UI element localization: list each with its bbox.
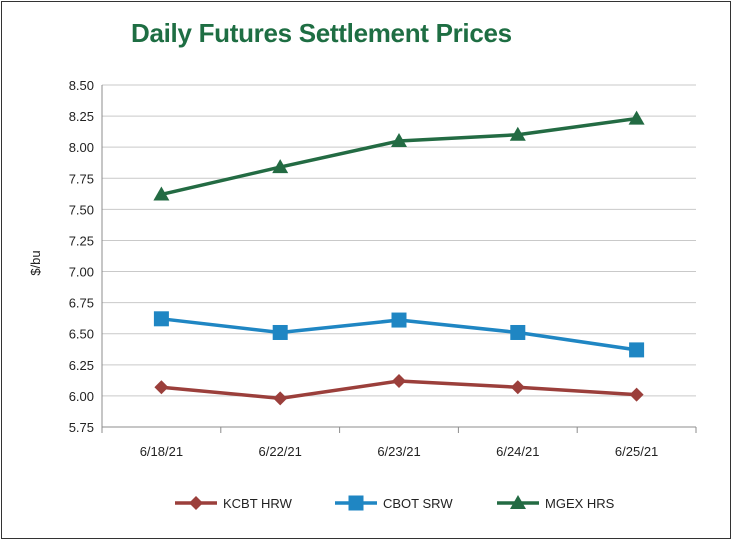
y-tick-label: 5.75 (69, 420, 94, 435)
y-tick-label: 6.00 (69, 389, 94, 404)
data-point (272, 159, 289, 174)
x-tick-labels: 6/18/21 6/22/21 6/23/21 6/24/21 6/25/21 (140, 444, 659, 459)
data-point (153, 186, 170, 201)
y-tick-labels: 8.50 8.25 8.00 7.75 7.50 7.25 7.00 6.75 6.50 6.25… (69, 78, 94, 435)
data-point (273, 391, 288, 406)
series-cbot-srw (153, 311, 645, 358)
y-tick-label: 6.25 (69, 358, 94, 373)
data-point (392, 373, 406, 388)
legend-item: KCBT HRW (175, 496, 293, 511)
legend-marker (348, 495, 364, 511)
data-point (628, 110, 645, 125)
data-point (272, 324, 288, 340)
series-line (161, 116, 637, 197)
data-point (153, 311, 169, 327)
legend-label: CBOT SRW (383, 496, 453, 511)
y-tick-label: 7.00 (69, 265, 94, 280)
y-axis-label: $/bu (28, 250, 43, 275)
legend-label: MGEX HRS (545, 496, 615, 511)
gridlines (102, 84, 696, 397)
x-tick-label: 6/25/21 (615, 444, 658, 459)
data-point (154, 380, 169, 395)
legend-marker (510, 495, 526, 509)
series-group (153, 110, 645, 406)
data-point (391, 312, 407, 328)
y-tick-label: 7.75 (69, 171, 94, 186)
y-tick-label: 8.00 (69, 140, 94, 155)
x-tick-label: 6/24/21 (496, 444, 539, 459)
data-point (391, 132, 407, 147)
legend-marker (189, 496, 203, 510)
legend-item: CBOT SRW (335, 495, 453, 511)
series-kcbt-hrw (154, 373, 644, 406)
y-tick-label: 6.50 (69, 327, 94, 342)
y-tick-label: 8.25 (69, 109, 94, 124)
series-mgex-hrs (153, 110, 645, 201)
y-tick-label: 7.50 (69, 202, 94, 217)
legend-label: KCBT HRW (223, 496, 293, 511)
data-point (510, 380, 525, 395)
x-tick-label: 6/18/21 (140, 444, 183, 459)
axes (101, 85, 697, 433)
y-tick-label: 6.75 (69, 296, 94, 311)
data-point (629, 387, 644, 402)
legend: KCBT HRW CBOT SRW MGEX HRS (175, 495, 615, 511)
data-point (510, 324, 526, 340)
x-tick-label: 6/22/21 (259, 444, 302, 459)
chart-title: Daily Futures Settlement Prices (131, 18, 512, 48)
legend-item: MGEX HRS (497, 495, 615, 511)
y-tick-label: 7.25 (69, 233, 94, 248)
data-point (629, 342, 645, 358)
data-point (509, 126, 526, 141)
y-tick-label: 8.50 (69, 78, 94, 93)
x-tick-label: 6/23/21 (377, 444, 420, 459)
